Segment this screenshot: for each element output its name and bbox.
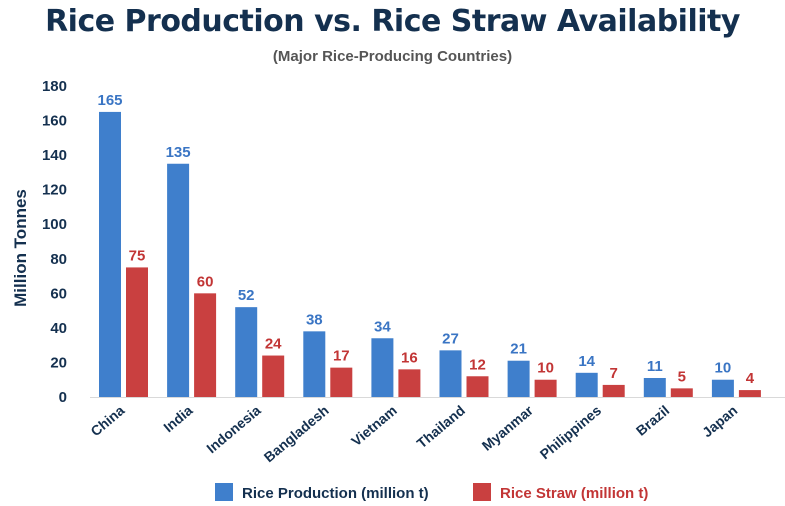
data-label: 14 [578, 353, 595, 370]
chart-subtitle: (Major Rice-Producing Countries) [272, 48, 513, 65]
y-tick-label: 0 [59, 389, 67, 406]
x-tick-label: Indonesia [203, 402, 264, 456]
data-label: 135 [166, 144, 191, 161]
bar-rice-straw [738, 390, 761, 397]
bar-rice-production [235, 307, 258, 397]
legend-swatch-rice-production [215, 483, 233, 501]
bar-rice-straw [466, 376, 489, 397]
bar-rice-straw [330, 367, 353, 397]
x-tick-label: Japan [699, 402, 740, 440]
data-label: 52 [238, 287, 255, 304]
x-tick-label: Philippines [537, 402, 605, 462]
data-label: 38 [306, 311, 323, 328]
y-tick-label: 140 [42, 147, 67, 164]
data-label: 7 [610, 365, 618, 382]
bar-rice-straw [602, 384, 625, 397]
data-label: 24 [265, 336, 282, 353]
data-label: 10 [537, 360, 554, 377]
bar-rice-production [507, 360, 530, 397]
y-tick-label: 160 [42, 113, 67, 130]
data-label: 4 [746, 370, 755, 387]
y-tick-label: 80 [50, 251, 67, 268]
bar-rice-production [575, 372, 598, 397]
bar-rice-production [439, 350, 462, 397]
legend: Rice Production (million t) Rice Straw (… [215, 483, 648, 502]
chart-title: Rice Production vs. Rice Straw Availabil… [45, 4, 740, 39]
data-label: 21 [510, 341, 527, 358]
data-label: 60 [197, 273, 214, 290]
bar-rice-production [643, 377, 666, 397]
x-tick-label: Brazil [633, 402, 672, 439]
y-tick-label: 100 [42, 216, 67, 233]
y-tick-label: 20 [50, 354, 67, 371]
y-tick-label: 40 [50, 320, 67, 337]
bar-rice-production [99, 111, 121, 398]
data-label: 5 [678, 368, 686, 385]
bar-rice-straw [670, 388, 693, 397]
data-label: 27 [442, 330, 459, 347]
data-label: 10 [715, 360, 732, 377]
x-tick-label: Vietnam [348, 402, 400, 449]
bar-rice-production [711, 379, 734, 397]
y-axis-ticks: 0 20 40 60 80 100 120 140 160 180 [42, 78, 67, 406]
data-label: 11 [647, 358, 663, 375]
legend-label-rice-straw: Rice Straw (million t) [500, 485, 648, 502]
data-label: 17 [333, 348, 350, 365]
data-label: 75 [129, 247, 146, 264]
x-tick-label: Thailand [414, 402, 468, 451]
bar-rice-production [167, 163, 190, 397]
legend-label-rice-production: Rice Production (million t) [242, 485, 429, 502]
x-tick-label: Myanmar [479, 402, 537, 454]
y-axis-label: Million Tonnes [11, 189, 30, 307]
data-label: 165 [97, 92, 122, 109]
x-tick-label: Bangladesh [261, 402, 332, 465]
bar-rice-production [371, 338, 394, 397]
data-label: 34 [374, 318, 391, 335]
bar-rice-straw [194, 293, 217, 397]
x-tick-label: India [160, 402, 195, 435]
bar-rice-straw [126, 267, 148, 397]
data-label: 12 [469, 356, 486, 373]
bar-rice-production [303, 331, 326, 397]
bars [99, 111, 761, 398]
value-labels: 165 75 135 60 52 24 38 17 34 16 27 12 21 10 14 7 11 5 10 4 [97, 92, 754, 387]
y-tick-label: 180 [42, 78, 67, 95]
bar-rice-straw [534, 379, 557, 397]
bar-rice-straw [262, 355, 285, 397]
bar-rice-straw [398, 369, 421, 397]
legend-swatch-rice-straw [473, 483, 491, 501]
y-tick-label: 120 [42, 182, 67, 199]
x-tick-label: China [87, 402, 127, 439]
data-label: 16 [401, 349, 418, 366]
y-tick-label: 60 [50, 285, 67, 302]
